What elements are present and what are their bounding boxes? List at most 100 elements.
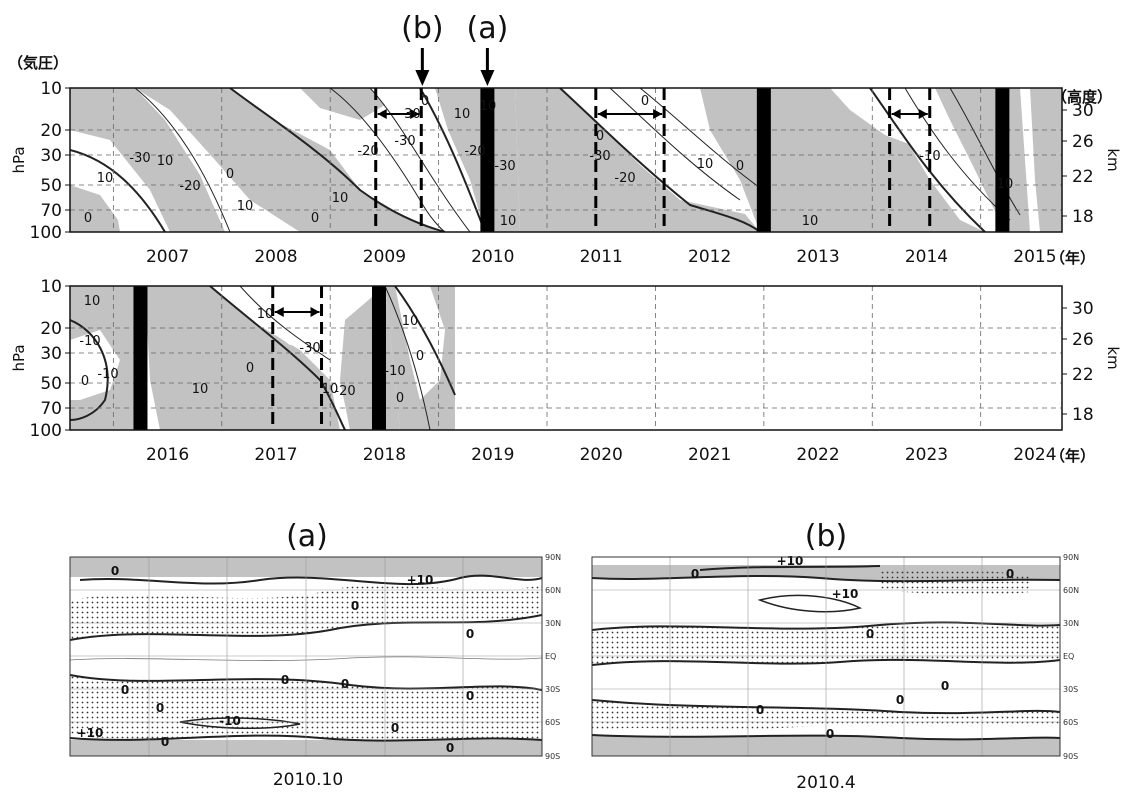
map-contour-label: 0 bbox=[866, 627, 874, 641]
contour-label: -30 bbox=[589, 149, 610, 164]
pointer-label: (a) bbox=[467, 11, 509, 46]
map-contour-label: 0 bbox=[446, 741, 454, 755]
contour-label: 10 bbox=[454, 107, 471, 122]
map-b-latitude-labels: 90N 60N 30N EQ 30S 60S 90S bbox=[1063, 553, 1079, 761]
top-panel-border bbox=[69, 87, 1063, 233]
map-contour-label: 0 bbox=[111, 564, 119, 578]
map-b-contour-labels: +10 0 +10 0 0 0 0 0 0 bbox=[691, 554, 1014, 741]
map-b-caption: 2010.4 bbox=[796, 773, 855, 793]
interval-arrow-head-right bbox=[918, 109, 928, 119]
year-label: 2020 bbox=[580, 445, 623, 465]
map-contour-label: 0 bbox=[941, 679, 949, 693]
contour-label: 10 bbox=[257, 307, 274, 322]
height-tick-label: 18 bbox=[1072, 207, 1094, 227]
contour-label: -30 bbox=[494, 159, 515, 174]
map-a-border bbox=[69, 556, 543, 757]
year-label: 2022 bbox=[796, 445, 839, 465]
interval-arrow-head-left bbox=[377, 109, 387, 119]
bottom-shift-bars bbox=[133, 286, 386, 430]
interval-arrow-head-right bbox=[410, 109, 420, 119]
year-label: 2012 bbox=[688, 247, 731, 267]
contour-label: -20 bbox=[334, 384, 355, 399]
wind-shift-bar bbox=[133, 286, 148, 430]
latitude-label: 60S bbox=[1063, 718, 1078, 727]
year-label: 2010 bbox=[471, 247, 514, 267]
latitude-label: 60N bbox=[1063, 586, 1079, 595]
latitude-label: 90S bbox=[545, 752, 560, 761]
left-axis-label: （気圧） bbox=[8, 54, 68, 72]
bottom-year-labels: 2016 2017 2018 2019 2020 2021 2022 2023 2024 bbox=[146, 445, 1057, 465]
interval-arrow-head-left bbox=[597, 109, 607, 119]
bottom-height-ticks: 30 26 22 18 bbox=[1062, 299, 1094, 425]
contour-label: 10 bbox=[802, 214, 819, 229]
year-label: 2015 bbox=[1013, 247, 1056, 267]
top-panel-shading bbox=[70, 88, 1062, 232]
interval-arrow-head-right bbox=[653, 109, 663, 119]
contour-label: 0 bbox=[421, 94, 429, 109]
top-contour-labels: 10010-20-30010010-20-30010-3010-20-30100… bbox=[84, 94, 1013, 229]
top-panel-contours bbox=[70, 88, 1021, 232]
height-tick-label: 26 bbox=[1072, 330, 1094, 350]
year-label: 2011 bbox=[580, 247, 623, 267]
map-b-graticule bbox=[592, 557, 1060, 756]
map-contour-label: 0 bbox=[341, 677, 349, 691]
year-label: 2014 bbox=[905, 247, 948, 267]
top-shift-bars bbox=[480, 88, 1010, 232]
map-contour-label: 0 bbox=[1006, 567, 1014, 581]
map-contour-label: +10 bbox=[77, 726, 104, 740]
year-label: 2007 bbox=[146, 247, 189, 267]
top-pointers: (b) (a) bbox=[401, 11, 508, 86]
height-tick-label: 22 bbox=[1072, 365, 1094, 385]
map-contour-label: 0 bbox=[466, 627, 474, 641]
map-a-contours bbox=[70, 574, 542, 742]
pressure-tick-label: 50 bbox=[40, 176, 62, 196]
contour-label: 10 bbox=[480, 99, 497, 114]
top-left-unit: hPa bbox=[10, 146, 28, 173]
year-label: 2017 bbox=[254, 445, 297, 465]
pressure-tick-label: 100 bbox=[30, 223, 62, 243]
year-label: 2013 bbox=[796, 247, 839, 267]
top-year-suffix: （年） bbox=[1050, 249, 1095, 267]
contour-label: -20 bbox=[614, 171, 635, 186]
map-contour-label: +10 bbox=[407, 573, 434, 587]
pressure-tick-label: 70 bbox=[40, 201, 62, 221]
contour-label: 0 bbox=[246, 361, 254, 376]
contour-label: 0 bbox=[84, 211, 92, 226]
pressure-tick-label: 30 bbox=[40, 146, 62, 166]
contour-label: 0 bbox=[396, 391, 404, 406]
map-contour-label: 0 bbox=[466, 689, 474, 703]
contour-label: 10 bbox=[97, 171, 114, 186]
pressure-tick-label: 10 bbox=[40, 79, 62, 99]
contour-label: 10 bbox=[192, 382, 209, 397]
year-label: 2019 bbox=[471, 445, 514, 465]
pressure-tick-label: 100 bbox=[30, 421, 62, 441]
top-panel: 10010-20-30010010-20-30010-3010-20-30100… bbox=[8, 11, 1122, 267]
year-label: 2023 bbox=[905, 445, 948, 465]
contour-label: -10 bbox=[919, 149, 940, 164]
wind-shift-bar bbox=[995, 88, 1010, 232]
contour-label: 10 bbox=[332, 191, 349, 206]
contour-label: 0 bbox=[641, 94, 649, 109]
contour-label: -10 bbox=[384, 364, 405, 379]
wind-shift-bar bbox=[480, 88, 495, 232]
map-a-latitude-labels: 90N 60N 30N EQ 30S 60S 90S bbox=[545, 553, 561, 761]
map-contour-label: 0 bbox=[121, 683, 129, 697]
map-contour-label: 0 bbox=[826, 727, 834, 741]
contour-label: 10 bbox=[237, 199, 254, 214]
contour-label: 10 bbox=[402, 314, 419, 329]
map-contour-label: 0 bbox=[391, 721, 399, 735]
map-contour-label: 0 bbox=[351, 599, 359, 613]
pressure-tick-label: 20 bbox=[40, 121, 62, 141]
contour-label: 10 bbox=[322, 382, 339, 397]
map-contour-label: 0 bbox=[691, 567, 699, 581]
contour-label: 0 bbox=[596, 129, 604, 144]
contour-label: -20 bbox=[464, 144, 485, 159]
top-height-ticks: 30 26 22 18 bbox=[1062, 101, 1094, 227]
top-panel-grid bbox=[70, 129, 1062, 211]
map-contour-label: +10 bbox=[832, 587, 859, 601]
bottom-left-unit: hPa bbox=[10, 344, 28, 371]
